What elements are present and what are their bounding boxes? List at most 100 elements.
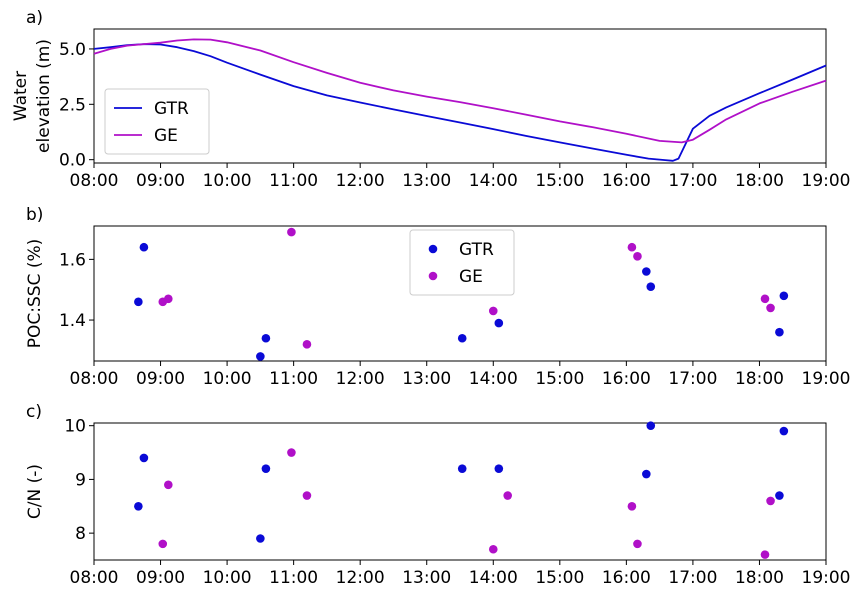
data-point-ge [302,491,312,500]
series-line-ge [93,38,827,144]
x-tick-label: 08:00 [70,568,119,588]
x-tick-label: 15:00 [535,568,584,588]
y-tick-label: 9 [75,470,86,490]
data-point-ge [488,544,498,554]
y-tick-label: 0.0 [59,151,86,171]
data-point-ge [766,303,775,313]
panel-c: c) 08:00 09:00 10:00 11:00 12:00 13:00 14:00 15:… [25,402,851,588]
legend: GTR GE [409,229,515,296]
x-tick-label: 19:00 [802,171,851,191]
x-tick-label: 15:00 [535,171,584,191]
data-point-ge [287,448,296,457]
data-point-gtr [261,333,271,343]
x-tick-label: 11:00 [269,568,318,588]
axes-frame [93,28,827,164]
data-point-ge [158,539,168,549]
y-tick-label: 1.6 [59,250,86,270]
data-point-gtr [775,491,784,500]
x-tick-label: 16:00 [602,568,651,588]
data-point-ge [627,501,637,511]
data-point-ge [164,294,173,304]
data-point-gtr [457,464,467,473]
data-point-ge [627,242,637,252]
data-point-ge [287,227,296,237]
x-tick-label: 19:00 [802,369,851,389]
data-point-gtr [134,297,143,307]
data-point-gtr [642,469,651,479]
x-tick-label: 10:00 [203,369,252,389]
data-point-ge [760,294,770,304]
x-tick-label: 11:00 [269,369,318,389]
x-tick-label: 18:00 [735,369,784,389]
x-tick-label: 08:00 [70,171,119,191]
x-tick-label: 09:00 [136,568,185,588]
panel-label: b) [26,205,43,225]
x-tick-label: 08:00 [70,369,119,389]
y-axis-label: C/N (-) [25,464,45,519]
x-tick-label: 13:00 [402,171,451,191]
x-tick-label: 12:00 [336,171,385,191]
x-tick-label: 09:00 [136,369,185,389]
x-tick-label: 18:00 [735,171,784,191]
data-point-gtr [779,426,789,436]
panel-b: b) 08:00 09:00 10:00 11:00 12:00 13:00 14:00 15:… [25,205,851,389]
axes-frame [93,422,827,561]
legend-swatch-ge [428,271,438,281]
x-tick-label: 16:00 [602,171,651,191]
y-axis-label: elevation (m) [34,39,54,153]
data-point-ge [503,491,512,500]
data-point-ge [760,550,770,559]
data-point-ge [164,480,173,490]
x-tick-label: 09:00 [136,171,185,191]
legend-label-ge: GE [459,267,483,287]
data-point-ge [488,306,498,316]
data-point-gtr [646,421,656,430]
x-tick-label: 19:00 [802,568,851,588]
data-point-gtr [139,242,149,252]
data-point-ge [633,539,642,549]
panel-a: a) 08:00 09:00 10:00 11:00 12:00 13:00 14:00 15:… [11,8,851,191]
series-line-gtr [93,43,827,162]
y-axis-label: Water [11,71,31,121]
legend-label-gtr: GTR [154,99,189,119]
panel-label: a) [26,8,43,28]
x-tick-label: 17:00 [668,369,717,389]
x-tick-label: 13:00 [402,568,451,588]
x-tick-label: 17:00 [668,171,717,191]
x-tick-label: 14:00 [469,171,518,191]
x-tick-label: 12:00 [336,369,385,389]
data-point-gtr [261,464,271,473]
data-point-gtr [256,534,265,543]
data-point-gtr [457,333,467,343]
data-point-gtr [134,501,143,511]
x-tick-label: 15:00 [535,369,584,389]
panel-label: c) [26,402,42,422]
legend-label-gtr: GTR [459,240,494,260]
data-point-gtr [256,352,265,361]
data-point-gtr [139,453,149,463]
x-tick-label: 12:00 [336,568,385,588]
x-tick-label: 10:00 [203,171,252,191]
y-tick-label: 8 [75,524,86,544]
data-point-gtr [642,267,651,276]
x-tick-label: 18:00 [735,568,784,588]
data-point-ge [302,340,312,349]
data-point-gtr [494,318,504,328]
x-tick-label: 16:00 [602,369,651,389]
x-tick-label: 13:00 [402,369,451,389]
legend-label-ge: GE [154,126,178,146]
data-point-gtr [646,282,656,291]
legend: GTR GE [104,88,210,155]
y-tick-label: 10 [64,417,86,437]
x-tick-label: 14:00 [469,568,518,588]
data-point-ge [633,252,642,261]
legend-swatch-gtr [428,244,438,254]
y-tick-label: 1.4 [59,311,86,331]
axes-frame [93,225,827,362]
data-point-gtr [775,327,784,337]
y-tick-label: 2.5 [59,95,86,115]
x-tick-label: 14:00 [469,369,518,389]
legend-box [104,88,210,155]
data-point-gtr [494,464,504,473]
